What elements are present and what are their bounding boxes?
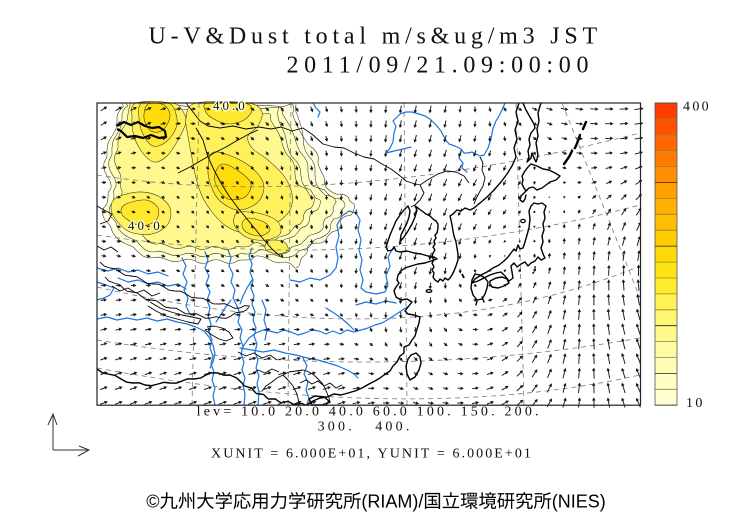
svg-text:2011/09/21.09:00:00: 2011/09/21.09:00:00 [286,53,594,79]
svg-text:300. 400.: 300. 400. [318,420,413,435]
svg-text:40.0: 40.0 [213,98,248,113]
svg-text:U-V&Dust total m/s&ug/m3 JST: U-V&Dust total m/s&ug/m3 JST [148,24,601,50]
svg-text:40.0: 40.0 [128,218,163,233]
svg-text:(NIES): (NIES) [552,492,606,512]
svg-text:10: 10 [686,396,705,411]
svg-text:XUNIT = 6.000E+01, YUNIT = 6.0: XUNIT = 6.000E+01, YUNIT = 6.000E+01 [211,447,533,462]
svg-text:lev= 10.0 20.0 40.0 60.0 100.: lev= 10.0 20.0 40.0 60.0 100. 150. 200. [197,405,542,420]
svg-text:(RIAM)/: (RIAM)/ [361,492,423,512]
svg-text:©: © [146,492,159,512]
svg-text:400: 400 [683,100,711,115]
